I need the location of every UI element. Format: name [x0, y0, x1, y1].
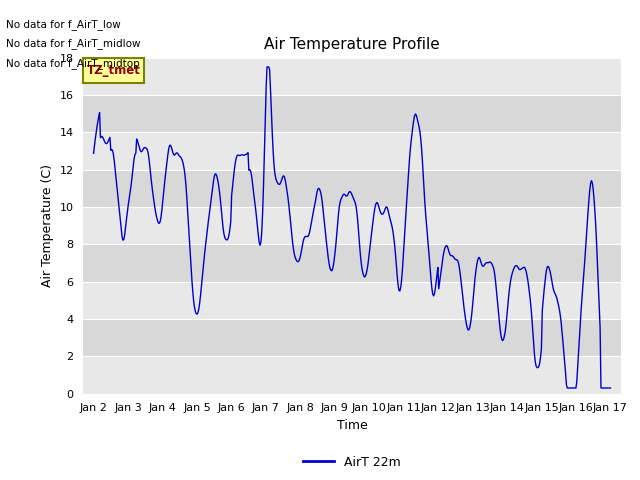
Text: TZ_tmet: TZ_tmet — [86, 64, 141, 77]
Title: Air Temperature Profile: Air Temperature Profile — [264, 37, 440, 52]
Bar — [83, 95, 621, 132]
Bar — [83, 169, 621, 207]
Bar — [83, 356, 621, 394]
Bar — [83, 282, 621, 319]
Text: No data for f_AirT_midtop: No data for f_AirT_midtop — [6, 58, 140, 69]
Text: No data for f_AirT_midlow: No data for f_AirT_midlow — [6, 38, 141, 49]
Bar — [83, 132, 621, 169]
Text: No data for f_AirT_low: No data for f_AirT_low — [6, 19, 121, 30]
X-axis label: Time: Time — [337, 419, 367, 432]
Bar — [83, 58, 621, 95]
Bar — [83, 207, 621, 244]
Legend: AirT 22m: AirT 22m — [298, 451, 406, 474]
Bar — [83, 244, 621, 282]
Bar — [83, 319, 621, 356]
Y-axis label: Air Temperature (C): Air Temperature (C) — [41, 164, 54, 287]
